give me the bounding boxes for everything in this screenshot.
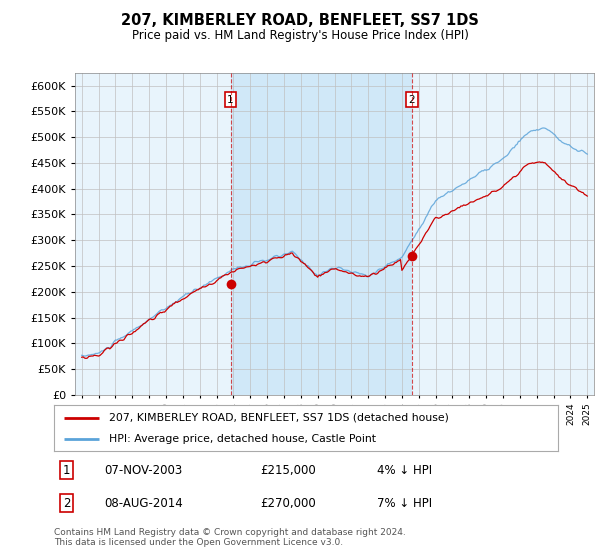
Text: £215,000: £215,000: [260, 464, 316, 477]
Text: Contains HM Land Registry data © Crown copyright and database right 2024.
This d: Contains HM Land Registry data © Crown c…: [54, 528, 406, 548]
Bar: [230, 73, 412, 395]
Text: 207, KIMBERLEY ROAD, BENFLEET, SS7 1DS (detached house): 207, KIMBERLEY ROAD, BENFLEET, SS7 1DS (…: [109, 413, 449, 423]
Text: 1: 1: [63, 464, 70, 477]
Text: 1: 1: [227, 95, 234, 105]
Text: 2: 2: [63, 497, 70, 510]
Text: £270,000: £270,000: [260, 497, 316, 510]
Text: HPI: Average price, detached house, Castle Point: HPI: Average price, detached house, Cast…: [109, 435, 376, 444]
Text: 207, KIMBERLEY ROAD, BENFLEET, SS7 1DS: 207, KIMBERLEY ROAD, BENFLEET, SS7 1DS: [121, 13, 479, 28]
Text: 07-NOV-2003: 07-NOV-2003: [104, 464, 182, 477]
Text: 08-AUG-2014: 08-AUG-2014: [104, 497, 183, 510]
Text: 2: 2: [409, 95, 415, 105]
Text: 7% ↓ HPI: 7% ↓ HPI: [377, 497, 431, 510]
Text: 4% ↓ HPI: 4% ↓ HPI: [377, 464, 431, 477]
Text: Price paid vs. HM Land Registry's House Price Index (HPI): Price paid vs. HM Land Registry's House …: [131, 29, 469, 42]
